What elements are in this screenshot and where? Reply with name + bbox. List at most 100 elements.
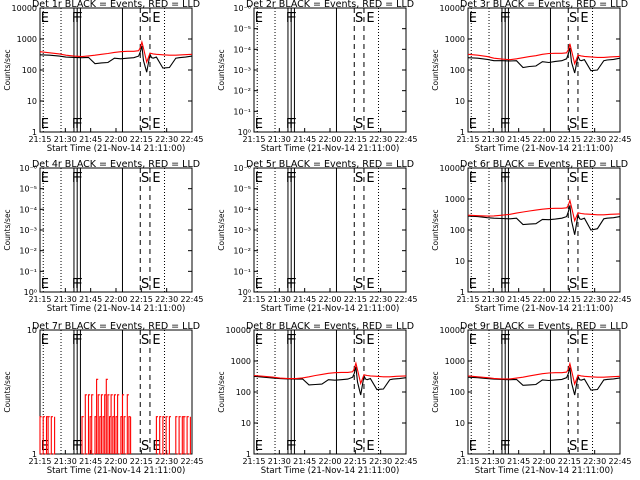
x-tick-label: 22:15 <box>130 295 153 304</box>
plot-frame <box>467 167 621 293</box>
series-lld-line <box>253 361 407 386</box>
marker-label-top: F <box>503 171 510 186</box>
marker-label-top: E <box>255 171 263 186</box>
series-lld-line <box>467 198 621 223</box>
panel-title: Det 2r BLACK = Events, RED = LLD <box>246 0 414 10</box>
x-tick-label: 22:45 <box>394 457 417 466</box>
x-tick-label: 21:15 <box>456 135 479 144</box>
panel-9: Det 9r BLACK = Events, RED = LLD 1 10 100 10… <box>431 321 632 476</box>
x-tick-label: 22:00 <box>318 457 341 466</box>
y-tick-label: 100 <box>236 388 251 397</box>
marker-label-top: F <box>75 171 82 186</box>
x-axis-label: Start Time (21-Nov-14 21:11:00) <box>261 304 400 314</box>
x-tick-label: 22:15 <box>558 457 581 466</box>
y-tick-label: 1 <box>460 450 465 459</box>
y-tick-label: 10⁻³ <box>233 226 251 235</box>
y-tick-label: 10⁻² <box>233 87 251 96</box>
x-tick-label: 21:30 <box>268 135 291 144</box>
plot-frame <box>253 167 407 293</box>
marker-label-top: S <box>355 11 363 26</box>
x-tick-label: 22:15 <box>344 135 367 144</box>
y-tick-label: 10⁻¹ <box>233 267 251 276</box>
x-tick-label: 22:45 <box>180 457 203 466</box>
marker-label-top: F <box>75 11 82 26</box>
marker-label-top: S <box>569 171 577 186</box>
panel-8: Det 8r BLACK = Events, RED = LLD 1 10 100 10… <box>217 321 418 476</box>
x-tick-label: 21:45 <box>507 457 530 466</box>
x-tick-label: 22:45 <box>608 457 631 466</box>
series-events-line <box>467 47 621 74</box>
panel-2: Det 2r BLACK = Events, RED = LLD 10⁰ 10⁻¹ 1… <box>217 0 418 154</box>
y-tick-label: 10 <box>27 326 37 335</box>
x-tick-label: 21:15 <box>28 457 51 466</box>
x-axis-label: Start Time (21-Nov-14 21:11:00) <box>47 304 186 314</box>
x-tick-label: 21:15 <box>28 295 51 304</box>
marker-label-bottom: F <box>503 117 510 132</box>
marker-label-bottom: E <box>580 117 588 132</box>
x-tick-label: 22:30 <box>369 135 392 144</box>
x-tick-label: 22:45 <box>394 295 417 304</box>
y-axis-label: Counts/sec <box>3 371 12 412</box>
x-tick-label: 22:15 <box>558 295 581 304</box>
marker-label-bottom: S <box>355 439 363 454</box>
x-tick-label: 22:30 <box>583 135 606 144</box>
x-tick-label: 22:45 <box>180 295 203 304</box>
marker-label-top: F <box>500 171 507 186</box>
y-axis-label: Counts/sec <box>431 371 440 412</box>
marker-label-bottom: S <box>141 277 149 292</box>
marker-label-top: S <box>569 333 577 348</box>
y-tick-label: 100 <box>22 66 37 75</box>
y-tick-label: 1000 <box>445 195 465 204</box>
marker-label-top: E <box>366 333 374 348</box>
marker-label-top: F <box>72 171 79 186</box>
marker-label-bottom: E <box>152 117 160 132</box>
x-axis-label: Start Time (21-Nov-14 21:11:00) <box>475 466 614 476</box>
marker-label-bottom: E <box>366 277 374 292</box>
marker-label-bottom: E <box>41 277 49 292</box>
marker-label-top: E <box>366 171 374 186</box>
panel-4: Det 4r BLACK = Events, RED = LLD 10⁰ 10⁻¹ 1… <box>3 159 204 314</box>
marker-label-bottom: F <box>500 117 507 132</box>
y-tick-label: 10⁻⁵ <box>233 185 251 194</box>
marker-label-bottom: E <box>469 117 477 132</box>
y-axis-label: Counts/sec <box>431 209 440 250</box>
marker-label-top: F <box>286 333 293 348</box>
x-tick-label: 21:30 <box>482 295 505 304</box>
y-tick-label: 10000 <box>440 4 465 13</box>
y-tick-label: 10⁻⁶ <box>233 4 251 13</box>
marker-label-top: S <box>355 333 363 348</box>
marker-label-top: E <box>255 333 263 348</box>
y-tick-label: 1 <box>32 450 37 459</box>
marker-label-bottom: E <box>255 439 263 454</box>
panel-7: Det 7r BLACK = Events, RED = LLD 1 10 21:15… <box>3 321 204 476</box>
marker-label-bottom: S <box>355 117 363 132</box>
x-tick-label: 22:00 <box>318 135 341 144</box>
y-tick-label: 10 <box>455 257 465 266</box>
panel-title: Det 3r BLACK = Events, RED = LLD <box>460 0 628 10</box>
x-tick-label: 21:45 <box>293 295 316 304</box>
marker-label-bottom: S <box>141 439 149 454</box>
panel-title: Det 7r BLACK = Events, RED = LLD <box>32 321 200 332</box>
x-tick-label: 21:15 <box>456 295 479 304</box>
panel-5: Det 5r BLACK = Events, RED = LLD 10⁰ 10⁻¹ 1… <box>217 159 418 314</box>
marker-label-top: F <box>75 333 82 348</box>
y-tick-label: 10⁻³ <box>233 66 251 75</box>
marker-label-bottom: E <box>255 117 263 132</box>
marker-label-top: E <box>469 11 477 26</box>
x-tick-label: 22:00 <box>104 295 127 304</box>
marker-label-top: E <box>41 333 49 348</box>
x-tick-label: 21:45 <box>293 457 316 466</box>
marker-label-bottom: E <box>255 277 263 292</box>
x-tick-label: 21:15 <box>242 295 265 304</box>
y-tick-label: 10000 <box>440 164 465 173</box>
series-events-line <box>467 205 621 235</box>
y-axis-label: Counts/sec <box>217 209 226 250</box>
x-tick-label: 22:30 <box>155 295 178 304</box>
y-tick-label: 10⁻³ <box>19 226 37 235</box>
y-axis-label: Counts/sec <box>431 49 440 90</box>
marker-label-bottom: S <box>569 117 577 132</box>
marker-label-top: S <box>569 11 577 26</box>
x-tick-label: 22:15 <box>344 295 367 304</box>
y-tick-label: 100 <box>450 66 465 75</box>
